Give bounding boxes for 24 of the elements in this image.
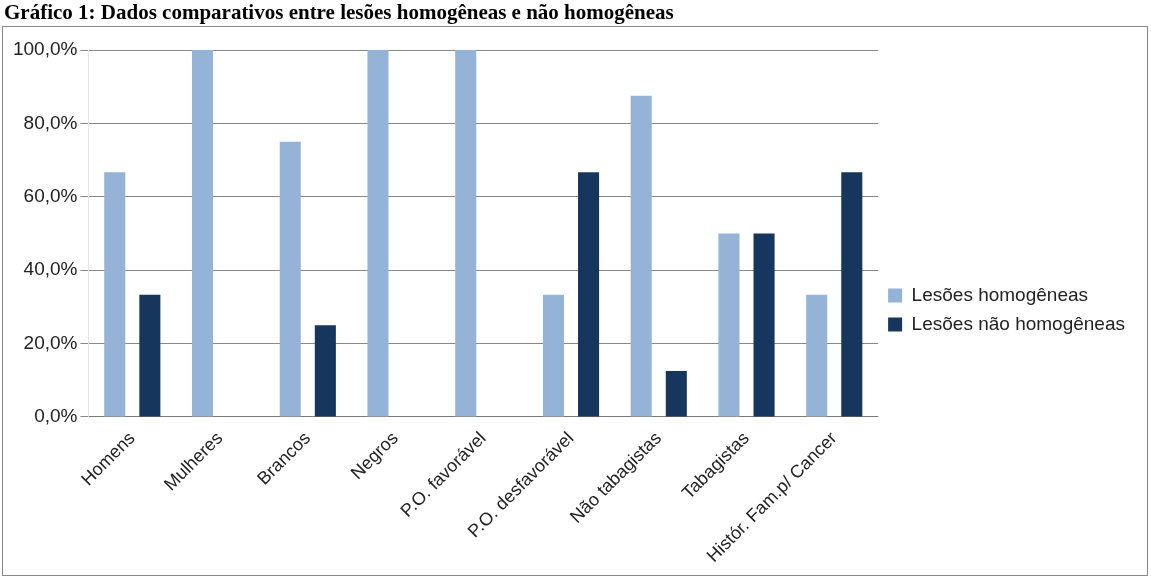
y-tick-label: 20,0%: [23, 331, 78, 353]
bar: [314, 325, 336, 417]
y-tick-label: 80,0%: [23, 111, 78, 133]
bar: [279, 141, 301, 417]
y-tick-label: 60,0%: [23, 185, 78, 207]
bar: [104, 172, 126, 417]
bar: [542, 294, 564, 417]
legend-label: Lesões não homogêneas: [911, 312, 1125, 334]
bar: [665, 371, 687, 417]
bar: [753, 233, 775, 417]
y-tick-label: 100,0%: [12, 38, 78, 60]
bar: [630, 95, 652, 417]
bar: [806, 294, 828, 417]
bar: [191, 50, 214, 417]
y-tick-label: 0,0%: [34, 405, 78, 427]
legend-label: Lesões homogêneas: [911, 283, 1089, 305]
bar: [367, 50, 389, 417]
chart-title: Gráfico 1: Dados comparativos entre lesões homogêneas e não homogêneas: [3, 0, 675, 25]
bar: [578, 172, 600, 417]
bar: [841, 172, 863, 417]
bar: [139, 294, 161, 417]
bar: [455, 50, 477, 417]
y-tick-label: 40,0%: [23, 258, 78, 280]
bar: [718, 233, 740, 417]
